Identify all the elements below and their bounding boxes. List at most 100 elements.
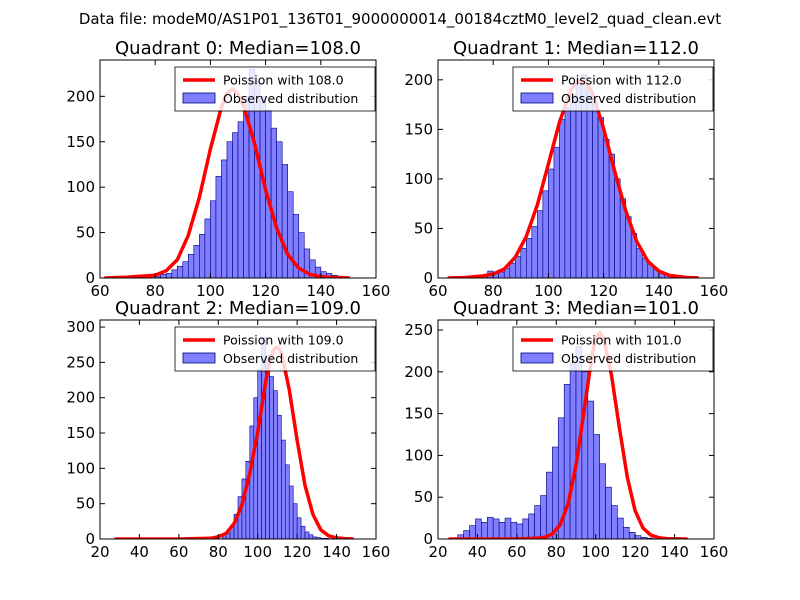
histogram-bar [226, 141, 233, 278]
axes-frame [99, 319, 377, 540]
histogram-bar [546, 471, 553, 539]
histogram-bar [210, 200, 217, 278]
histogram-bar [281, 439, 286, 539]
histogram-bar [270, 127, 277, 278]
panel-quadrant-2: 20 40 60 80 100 120 140 160 0 50 100 150 200 250 300 Qu… [66, 298, 390, 561]
x-tick-label: 60 [90, 282, 109, 300]
histogram-bar [296, 517, 302, 539]
legend-hist-swatch [520, 352, 554, 364]
histogram-bar [617, 517, 624, 539]
histogram-bar [548, 168, 555, 278]
y-tick-label: 0 [423, 269, 433, 287]
x-tick-label: 100 [581, 543, 610, 561]
histogram-bar [199, 234, 206, 278]
histogram-bar [552, 446, 559, 539]
x-tick-label: 140 [306, 282, 335, 300]
histogram-bar [516, 523, 524, 539]
panel-quadrant-0: 60 80 100 120 140 160 0 50 100 150 200 Quadrant 0: … [66, 38, 390, 300]
y-tick-label: 50 [76, 224, 95, 242]
histogram-bar [492, 518, 500, 539]
y-tick-label: 50 [414, 488, 433, 506]
y-tick-label: 200 [66, 389, 95, 407]
legend: Poission with 109.0 Observed distribution [174, 326, 376, 372]
histogram-bar [553, 146, 560, 278]
histogram-bar [504, 517, 512, 539]
y-tick-label: 250 [66, 353, 95, 371]
histogram-bar [526, 238, 533, 278]
histogram-bar [587, 400, 595, 539]
axes-frame [437, 319, 715, 540]
legend-curve-label: Poission with 109.0 [223, 333, 344, 348]
x-tick-label: 160 [700, 543, 729, 561]
x-tick-label: 40 [130, 543, 149, 561]
x-tick-label: 120 [621, 543, 650, 561]
histogram-bar [605, 486, 612, 539]
y-tick-label: 0 [423, 530, 433, 548]
histogram-bar [300, 525, 306, 539]
histogram-bar [277, 415, 282, 539]
histogram-bar [182, 261, 189, 278]
histogram-bar [292, 503, 298, 539]
histogram-bar [215, 175, 222, 278]
histogram-bar [204, 218, 211, 278]
histogram-bar [253, 397, 259, 539]
poisson-curve [114, 345, 355, 539]
x-tick-label: 40 [468, 543, 487, 561]
x-tick-label: 20 [428, 543, 447, 561]
y-tick-label: 100 [404, 170, 433, 188]
legend-hist-swatch [520, 92, 554, 104]
y-tick-label: 150 [66, 133, 95, 151]
figure-title: Data file: modeM0/AS1P01_136T01_90000000… [79, 10, 721, 29]
y-tick-label: 250 [404, 321, 433, 339]
axes-frame [437, 59, 715, 279]
legend-hist-label: Observed distribution [223, 351, 358, 366]
legend-hist-label: Observed distribution [561, 351, 696, 366]
histogram-bar [520, 247, 527, 278]
x-tick-label: 100 [196, 282, 225, 300]
histogram-bar [514, 255, 522, 278]
x-tick-label: 80 [146, 282, 165, 300]
legend-curve-label: Poission with 101.0 [561, 333, 682, 348]
histogram-bar [534, 505, 541, 539]
histogram-bar [287, 191, 294, 278]
histogram-bar [269, 376, 274, 539]
histogram-bar [288, 485, 294, 539]
x-tick-label: 160 [700, 282, 729, 300]
panel-quadrant-1: 60 80 100 120 140 160 0 50 100 150 200 Quadrant 1: … [404, 38, 728, 300]
legend-hist-swatch [182, 352, 216, 364]
histogram-bar [537, 210, 544, 278]
y-tick-label: 0 [85, 530, 95, 548]
histogram-bar [171, 269, 178, 278]
histogram-bar [481, 521, 488, 539]
y-tick-label: 150 [404, 120, 433, 138]
plot-area [447, 74, 700, 278]
histogram-bar [509, 262, 516, 278]
y-tick-label: 150 [66, 424, 95, 442]
histogram-bar [522, 518, 529, 539]
histogram-bar [281, 164, 288, 278]
panel-quadrant-3: 20 40 60 80 100 120 140 160 0 50 100 150 200 250 Quadr… [404, 298, 728, 561]
histogram-bar [510, 521, 518, 539]
histogram-bar [469, 525, 476, 539]
legend-curve-label: Poission with 108.0 [223, 73, 344, 88]
x-tick-label: 160 [362, 282, 391, 300]
histogram-bar [193, 245, 200, 278]
y-tick-label: 150 [404, 405, 433, 423]
x-tick-label: 60 [428, 282, 447, 300]
legend-hist-label: Observed distribution [561, 91, 696, 106]
x-tick-label: 140 [322, 543, 351, 561]
histogram-bar [559, 119, 566, 278]
x-tick-label: 80 [484, 282, 503, 300]
histogram-bar [308, 534, 314, 539]
x-tick-label: 100 [534, 282, 563, 300]
x-tick-label: 120 [251, 282, 280, 300]
histogram-bar [531, 226, 538, 278]
legend-box [174, 66, 376, 112]
y-tick-label: 100 [404, 446, 433, 464]
histogram-bar [304, 531, 310, 539]
y-tick-label: 200 [404, 363, 433, 381]
histogram-bar [232, 132, 239, 278]
histogram-bar [188, 254, 195, 278]
histogram-bar [569, 363, 577, 539]
